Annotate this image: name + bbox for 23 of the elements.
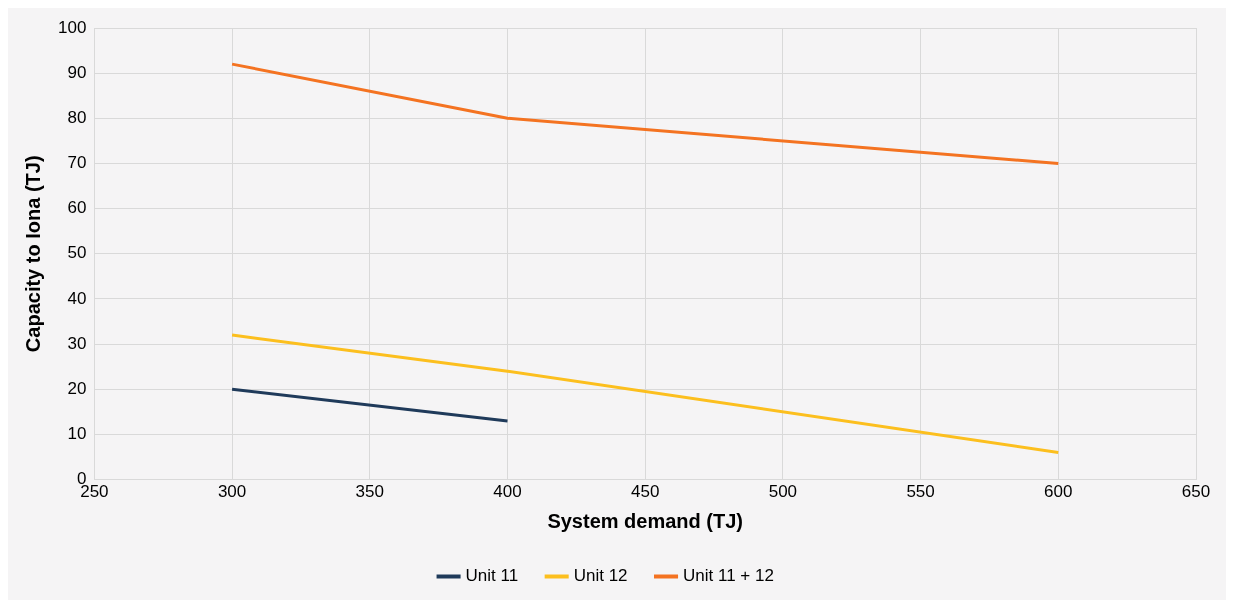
x-tick-label: 600 [1044, 482, 1073, 502]
y-tick-label: 100 [57, 17, 87, 37]
y-tick-label: 70 [67, 153, 87, 173]
x-tick-label: 400 [493, 482, 522, 502]
legend-label: Unit 11 [465, 566, 519, 586]
y-tick-label: 10 [67, 424, 87, 444]
y-tick-label: 50 [67, 243, 87, 263]
y-tick-label: 30 [67, 333, 87, 353]
legend-label: Unit 12 [573, 566, 628, 586]
x-tick-label: 450 [630, 482, 660, 502]
y-tick-label: 90 [67, 62, 87, 82]
y-tick-label: 80 [67, 108, 87, 128]
y-tick-label: 60 [67, 198, 87, 218]
x-axis-title: System demand (TJ) [547, 509, 743, 532]
legend-label: Unit 11 + 12 [683, 566, 774, 586]
y-axis-title: Capacity to Iona (TJ) [21, 155, 44, 353]
y-tick-label: 40 [67, 288, 87, 308]
x-tick-label: 650 [1181, 482, 1211, 502]
x-tick-label: 550 [906, 482, 935, 502]
x-tick-label: 500 [768, 482, 798, 502]
x-tick-label: 300 [217, 482, 247, 502]
y-tick-label: 20 [67, 378, 87, 398]
x-tick-label: 350 [355, 482, 384, 502]
